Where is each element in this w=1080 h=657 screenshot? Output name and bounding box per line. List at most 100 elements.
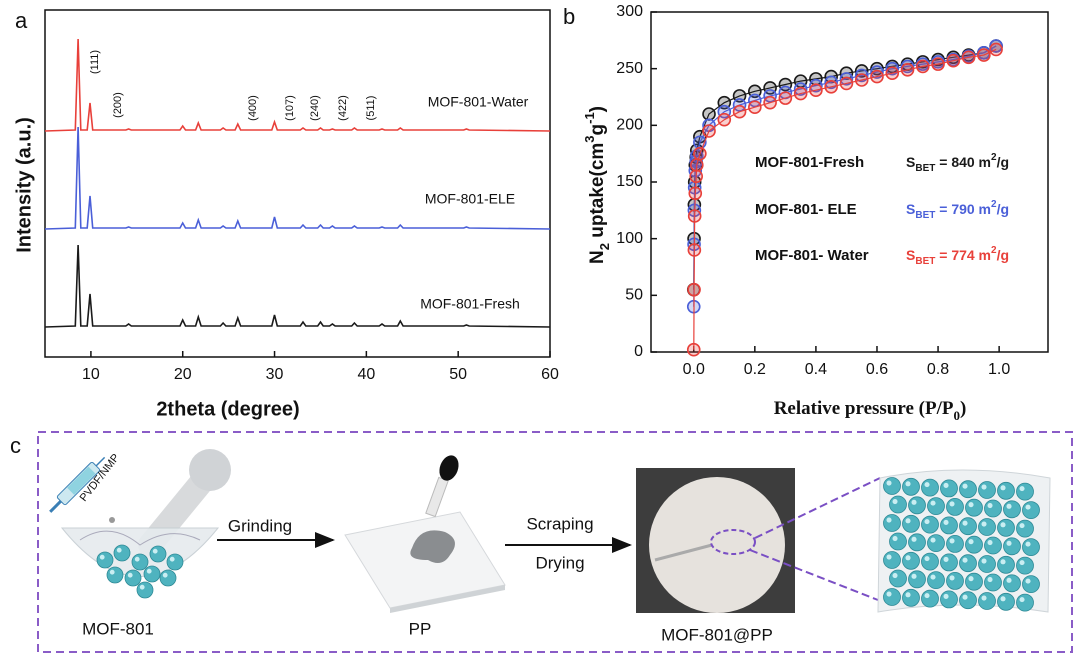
mortar-illustration xyxy=(49,449,231,599)
annotation-part: BET xyxy=(915,210,935,221)
annotation-part: m xyxy=(975,154,991,170)
particle xyxy=(131,553,149,571)
particle-highlight xyxy=(1000,559,1006,565)
annotation-part: = xyxy=(935,154,951,170)
y-tick-label: 150 xyxy=(616,173,643,190)
particle-highlight xyxy=(139,584,145,590)
particle xyxy=(978,518,996,536)
plot-frame xyxy=(650,11,1049,353)
particle-highlight xyxy=(905,592,911,598)
particle-highlight xyxy=(930,574,936,580)
particle xyxy=(997,518,1015,537)
particle-highlight xyxy=(1025,504,1031,510)
data-point xyxy=(961,50,976,65)
particle xyxy=(997,592,1015,611)
particle-highlight xyxy=(109,569,115,575)
particle-highlight xyxy=(169,556,175,562)
particle xyxy=(927,534,945,552)
particle xyxy=(883,514,901,532)
y-tick-label: 250 xyxy=(616,60,643,77)
particle-highlight xyxy=(892,498,898,505)
particle xyxy=(921,478,939,497)
data-point xyxy=(839,76,854,91)
particle xyxy=(902,477,920,496)
label-subscript: 0 xyxy=(953,408,960,423)
particle xyxy=(106,566,124,584)
particle-highlight xyxy=(146,568,152,574)
annotation-part: 2 xyxy=(991,152,997,163)
particle-highlight xyxy=(987,539,993,546)
x-tick-label: 20 xyxy=(174,366,192,383)
stage-label: PP xyxy=(409,619,432,638)
particle xyxy=(959,480,977,499)
particle xyxy=(1003,537,1021,556)
arrow-label: Scraping xyxy=(526,514,593,533)
data-point xyxy=(793,86,808,101)
data-point xyxy=(748,100,762,114)
particle xyxy=(124,569,142,587)
y-tick-label: 300 xyxy=(616,3,643,20)
particle xyxy=(921,515,939,534)
y-axis-label: Intensity (a.u.) xyxy=(13,117,35,253)
particle xyxy=(984,536,1002,555)
particle-highlight xyxy=(943,519,949,525)
particle-highlight xyxy=(1019,523,1025,529)
data-point xyxy=(824,80,838,94)
peak-label: (200) xyxy=(112,92,124,118)
particle xyxy=(166,553,184,571)
particle-highlight xyxy=(1025,578,1031,584)
panel-label: a xyxy=(15,8,28,33)
particle-highlight xyxy=(892,535,898,542)
particle xyxy=(965,498,983,517)
particle xyxy=(984,573,1002,592)
particle-highlight xyxy=(924,519,930,525)
particle-highlight xyxy=(930,500,936,506)
particle xyxy=(927,571,945,589)
particle-highlight xyxy=(968,576,974,582)
particle xyxy=(940,516,958,535)
data-point xyxy=(900,63,915,77)
x-tick-label: 0.4 xyxy=(805,361,827,378)
series-line xyxy=(693,45,997,307)
particle xyxy=(889,495,907,514)
data-point xyxy=(687,282,701,297)
label-superscript: -1 xyxy=(582,112,597,124)
particle-highlight xyxy=(911,536,917,542)
particle xyxy=(889,532,907,551)
annotation-part: BET xyxy=(915,163,935,174)
x-tick-label: 30 xyxy=(266,366,284,383)
particle-highlight xyxy=(162,572,168,578)
data-point xyxy=(989,39,1003,53)
particle xyxy=(940,479,958,498)
particle xyxy=(1016,556,1034,575)
particle xyxy=(1016,593,1034,612)
label-part: N xyxy=(587,250,608,264)
particle-highlight xyxy=(886,480,892,486)
particle xyxy=(927,497,945,516)
particle-highlight xyxy=(116,547,122,553)
particle-highlight xyxy=(886,591,892,597)
peak-label: (511) xyxy=(365,96,377,121)
particle xyxy=(1022,575,1040,593)
particle-highlight xyxy=(152,548,158,554)
series-label: MOF-801-Fresh xyxy=(420,296,520,312)
data-point xyxy=(870,69,884,84)
data-point xyxy=(839,72,854,86)
y-tick-label: 200 xyxy=(616,117,643,134)
particle xyxy=(978,481,996,499)
particle-highlight xyxy=(911,499,917,505)
label-subscript: 2 xyxy=(597,243,612,250)
peak-label: (240) xyxy=(309,95,321,121)
particle-highlight xyxy=(949,538,955,544)
annotation-part: 790 xyxy=(951,201,975,217)
label-part: Relative pressure (P/P xyxy=(774,398,954,419)
particle xyxy=(959,554,977,573)
annotation-part: 840 xyxy=(951,154,975,170)
data-point xyxy=(989,42,1003,57)
particle xyxy=(959,517,977,536)
particle-highlight xyxy=(987,576,993,583)
particle-highlight xyxy=(924,482,930,488)
particle xyxy=(921,589,939,608)
data-point xyxy=(915,59,930,74)
particle-highlight xyxy=(981,558,987,564)
